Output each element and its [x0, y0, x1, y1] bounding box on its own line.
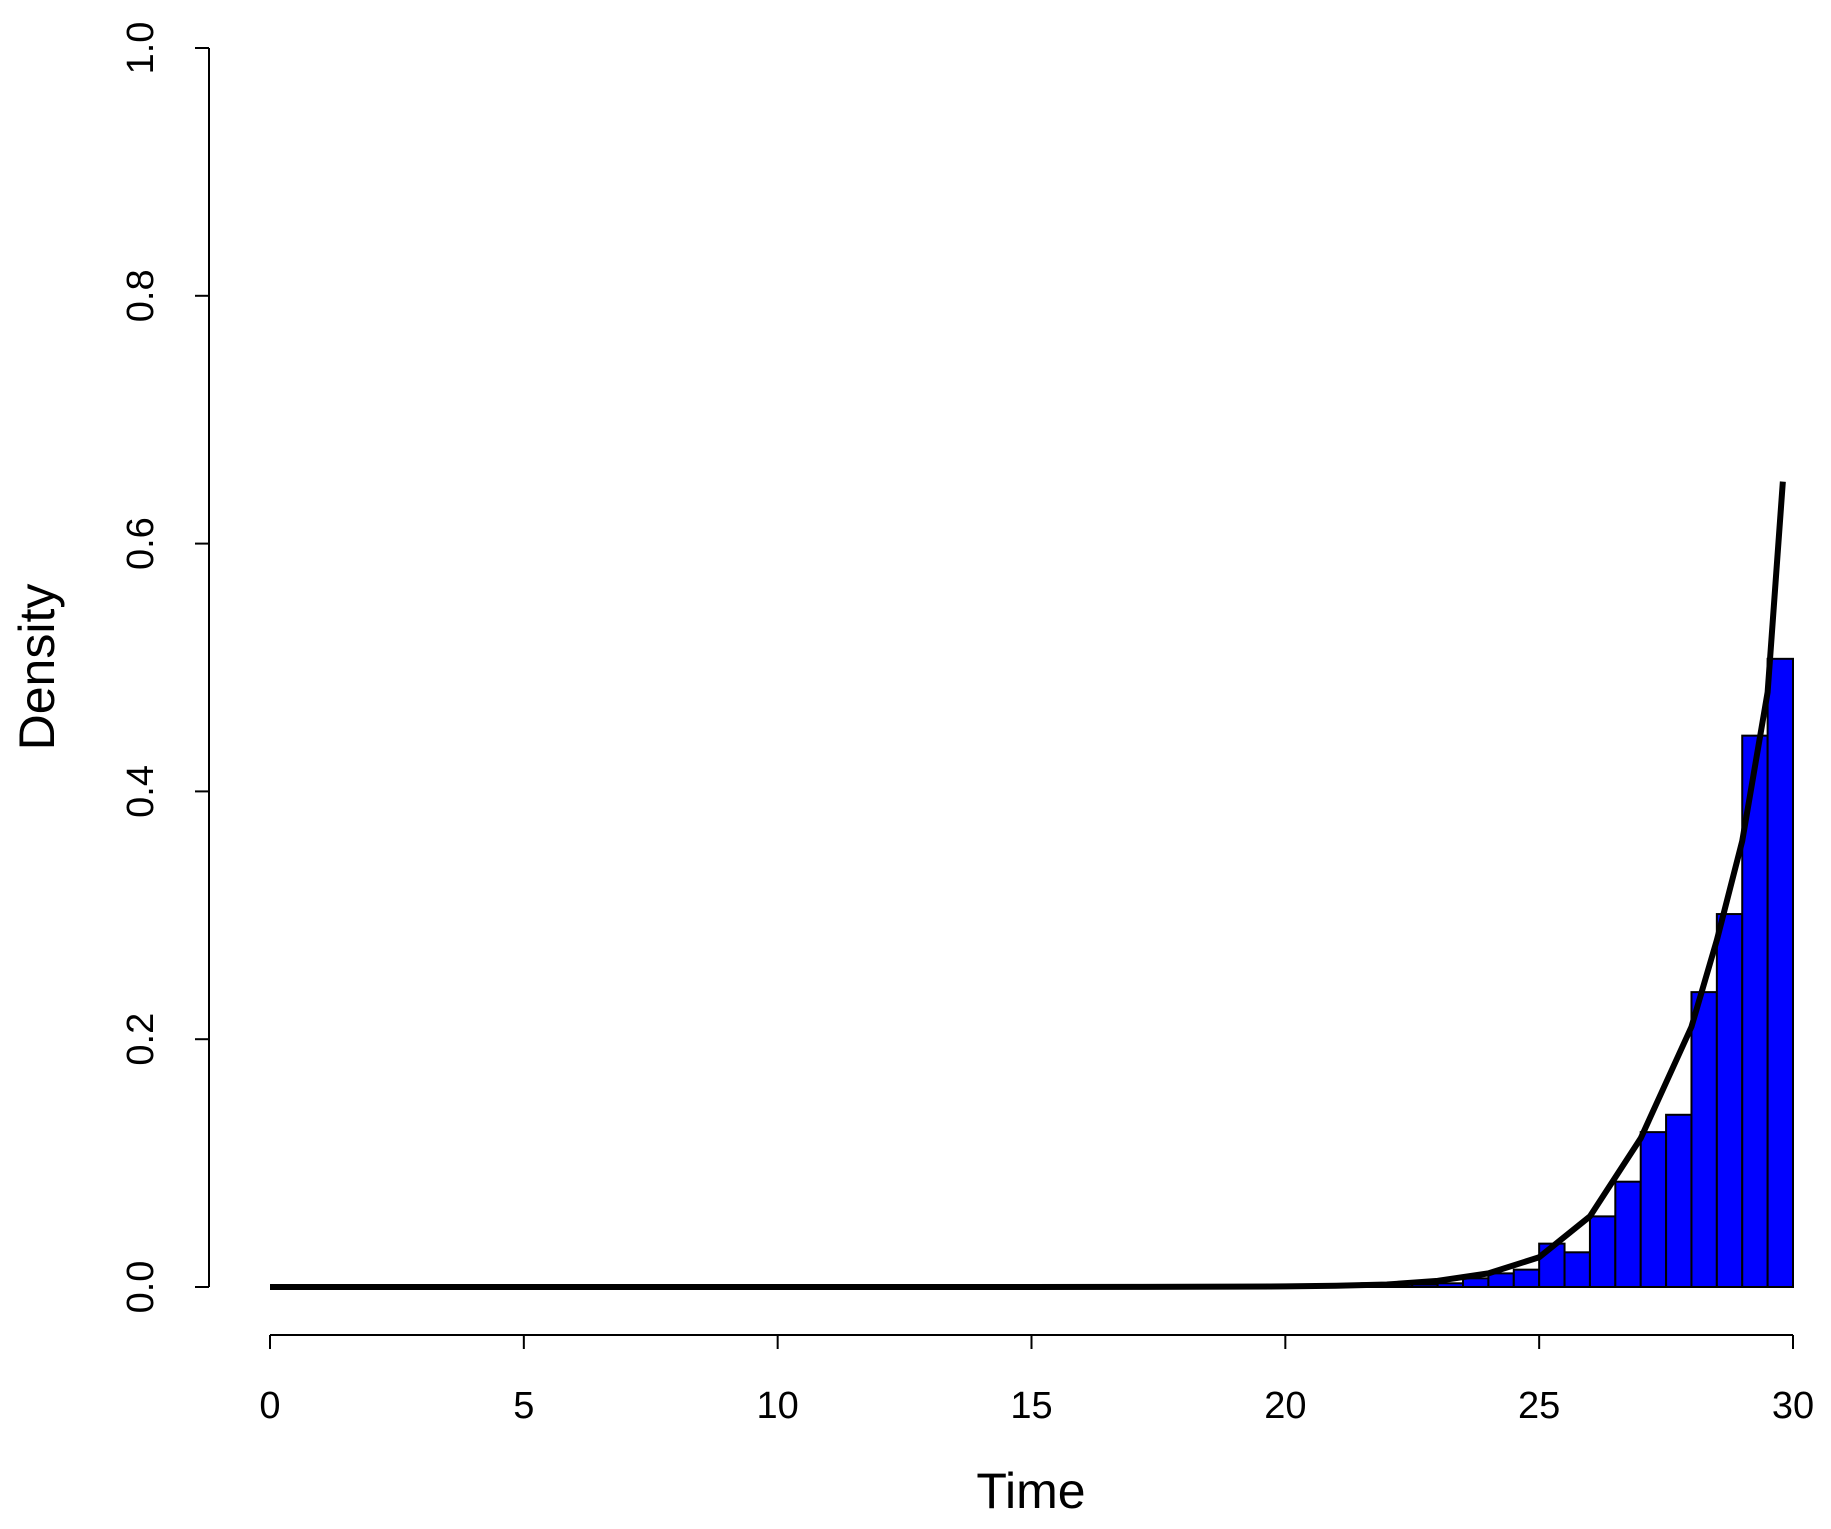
y-tick-label: 0.4 — [120, 765, 162, 818]
x-tick-label: 10 — [757, 1385, 799, 1427]
x-tick-label: 15 — [1010, 1385, 1052, 1427]
y-tick-label: 0.2 — [120, 1013, 162, 1066]
histogram-bar — [1715, 913, 1744, 1288]
histogram-bar — [1436, 1282, 1465, 1288]
x-tick-label: 25 — [1518, 1385, 1560, 1427]
histogram-bar — [1614, 1180, 1642, 1289]
histogram-bar — [1588, 1215, 1617, 1288]
histogram-bar — [1639, 1131, 1668, 1288]
x-tick-label: 5 — [513, 1385, 534, 1427]
histogram-bar — [1665, 1113, 1693, 1289]
x-tick-label: 30 — [1772, 1385, 1814, 1427]
x-tick-label: 0 — [259, 1385, 280, 1427]
histogram-bar — [1512, 1268, 1541, 1289]
y-tick-label: 0.0 — [120, 1261, 162, 1314]
y-tick-label: 1.0 — [120, 22, 162, 75]
histogram-bar — [1462, 1277, 1490, 1289]
histogram-bar — [1766, 657, 1795, 1288]
x-axis-title: Time — [976, 1463, 1085, 1519]
y-axis-title: Density — [9, 584, 65, 751]
y-tick-label: 0.8 — [120, 269, 162, 322]
histogram-bar — [1487, 1272, 1515, 1288]
histogram-bar — [1690, 991, 1718, 1288]
y-tick-label: 0.6 — [120, 517, 162, 570]
x-tick-label: 20 — [1264, 1385, 1306, 1427]
density-curve — [270, 481, 1786, 1290]
histogram-bar — [1563, 1251, 1591, 1288]
